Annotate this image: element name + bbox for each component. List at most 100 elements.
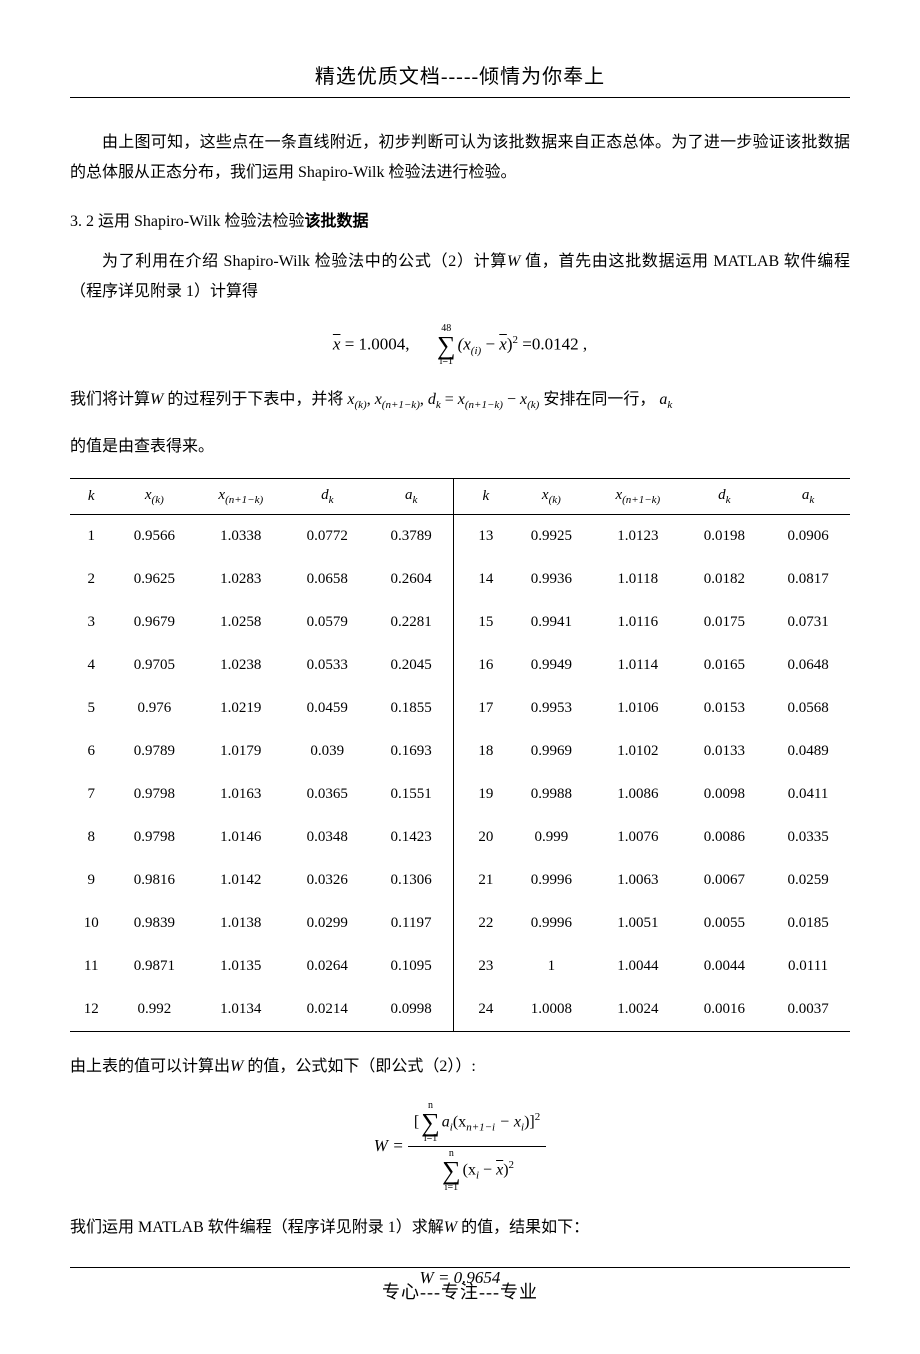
cell-k: 3 <box>70 601 112 644</box>
th-dk-sym-r: d <box>718 487 726 503</box>
footer-rule <box>70 1267 850 1268</box>
cell-ak-r: 0.0335 <box>766 816 850 859</box>
cell-k-r: 21 <box>454 859 510 902</box>
cell-dk-r: 0.0016 <box>682 988 766 1032</box>
cell-xk-r: 0.9925 <box>510 515 594 559</box>
cell-xk: 0.9705 <box>112 644 196 687</box>
cell-ak-r: 0.0411 <box>766 773 850 816</box>
cell-xn: 1.0179 <box>196 730 285 773</box>
para3-b: 的过程列于下表中，并将 <box>163 391 347 408</box>
th-xn1k: x(n+1−k) <box>196 479 285 515</box>
cell-xk: 0.9816 <box>112 859 196 902</box>
paragraph-2: 为了利用在介绍 Shapiro-Wilk 检验法中的公式（2）计算W 值，首先由… <box>70 247 850 308</box>
table-row: 110.98711.01350.02640.10952311.00440.004… <box>70 945 850 988</box>
th-dk-sym: d <box>321 487 329 503</box>
cell-ak-r: 0.0731 <box>766 601 850 644</box>
cell-xn: 1.0338 <box>196 515 285 559</box>
th-dk-sub-r: k <box>726 494 731 506</box>
cell-dk: 0.0772 <box>285 515 369 559</box>
xbar-value: = 1.0004, <box>340 334 409 353</box>
table-row: 80.97981.01460.03480.1423200.9991.00760.… <box>70 816 850 859</box>
cell-xk-r: 0.9969 <box>510 730 594 773</box>
cell-xn: 1.0238 <box>196 644 285 687</box>
cell-ak-r: 0.0568 <box>766 687 850 730</box>
cell-k: 7 <box>70 773 112 816</box>
inline-eq: = <box>441 391 458 408</box>
th-k: k <box>70 479 112 515</box>
sum-body-xbar: x <box>499 334 507 353</box>
th-xk-sym: x <box>145 487 152 503</box>
cell-k: 1 <box>70 515 112 559</box>
den-sum-lower: i=1 <box>442 1183 461 1193</box>
cell-dk: 0.0459 <box>285 687 369 730</box>
sigma-icon-2: ∑ <box>421 1111 440 1134</box>
cell-xk: 0.9789 <box>112 730 196 773</box>
cell-k-r: 15 <box>454 601 510 644</box>
cell-k-r: 18 <box>454 730 510 773</box>
symbol-W-2: W <box>150 391 163 408</box>
cell-dk: 0.0658 <box>285 558 369 601</box>
cell-k: 8 <box>70 816 112 859</box>
cell-k-r: 23 <box>454 945 510 988</box>
th-dk: dk <box>285 479 369 515</box>
cell-xk-r: 0.9936 <box>510 558 594 601</box>
cell-ak: 0.1551 <box>369 773 454 816</box>
inline-comma2: , <box>420 391 428 408</box>
cell-k-r: 13 <box>454 515 510 559</box>
para3-c: 安排在同一行， <box>539 391 659 408</box>
cell-dk-r: 0.0133 <box>682 730 766 773</box>
inline-minus: − <box>503 391 520 408</box>
cell-ak: 0.1423 <box>369 816 454 859</box>
th-xk-sub-r: (k) <box>549 494 561 506</box>
cell-dk-r: 0.0044 <box>682 945 766 988</box>
th-dk-r: dk <box>682 479 766 515</box>
sigma-icon: ∑ <box>437 334 456 357</box>
cell-dk: 0.0264 <box>285 945 369 988</box>
formula-2: W = [n∑i=1ai(xn+1−i − xi)]2 n∑i=1(xi − x… <box>70 1099 850 1195</box>
formula-1: x = 1.0004, 48 ∑ i=1 (x(i) − x)2 =0.0142… <box>70 324 850 367</box>
inline-comma1: , <box>367 391 375 408</box>
cell-ak-r: 0.0817 <box>766 558 850 601</box>
table-row: 120.9921.01340.02140.0998241.00081.00240… <box>70 988 850 1032</box>
cell-dk: 0.039 <box>285 730 369 773</box>
table-row: 10.95661.03380.07720.3789130.99251.01230… <box>70 515 850 559</box>
cell-dk: 0.0299 <box>285 902 369 945</box>
cell-xk: 0.9798 <box>112 773 196 816</box>
paragraph-3: 我们将计算W 的过程列于下表中，并将 x(k), x(n+1−k), dk = … <box>70 385 850 416</box>
cell-xk-r: 0.9953 <box>510 687 594 730</box>
cell-xk: 0.9839 <box>112 902 196 945</box>
cell-dk: 0.0365 <box>285 773 369 816</box>
data-table: k x(k) x(n+1−k) dk ak k x(k) x(n+1−k) dk… <box>70 478 850 1032</box>
th-xk: x(k) <box>112 479 196 515</box>
cell-dk: 0.0326 <box>285 859 369 902</box>
para5-b: 的值，结果如下： <box>457 1219 589 1236</box>
th-ak-r: ak <box>766 479 850 515</box>
th-xk-sub: (k) <box>152 494 164 506</box>
cell-xn: 1.0134 <box>196 988 285 1032</box>
th-ak-sub-r: k <box>809 494 814 506</box>
cell-dk-r: 0.0086 <box>682 816 766 859</box>
cell-ak: 0.2281 <box>369 601 454 644</box>
den-open: (x <box>463 1162 476 1179</box>
symbol-W: W <box>507 253 520 270</box>
section-text-plain: 运用 Shapiro-Wilk 检验法检验 <box>98 213 304 230</box>
cell-ak-r: 0.0037 <box>766 988 850 1032</box>
cell-xn: 1.0258 <box>196 601 285 644</box>
th-xk-sym-r: x <box>542 487 549 503</box>
footer-text: 专心---专注---专业 <box>382 1282 538 1302</box>
table-row: 50.9761.02190.04590.1855170.99531.01060.… <box>70 687 850 730</box>
cell-xk: 0.9566 <box>112 515 196 559</box>
cell-ak: 0.2045 <box>369 644 454 687</box>
cell-ak-r: 0.0489 <box>766 730 850 773</box>
th-dk-sub: k <box>329 494 334 506</box>
table-row: 100.98391.01380.02990.1197220.99961.0051… <box>70 902 850 945</box>
table-row: 60.97891.01790.0390.1693180.99691.01020.… <box>70 730 850 773</box>
cell-k: 2 <box>70 558 112 601</box>
paragraph-4: 由上表的值可以计算出W 的值，公式如下（即公式（2））: <box>70 1052 850 1082</box>
cell-dk: 0.0348 <box>285 816 369 859</box>
num-x1-sub: n+1−i <box>466 1121 495 1133</box>
cell-xn-r: 1.0024 <box>593 988 682 1032</box>
formula2-numerator: [n∑i=1ai(xn+1−i − xi)]2 <box>408 1099 546 1147</box>
cell-k-r: 20 <box>454 816 510 859</box>
den-sup: 2 <box>509 1159 515 1171</box>
